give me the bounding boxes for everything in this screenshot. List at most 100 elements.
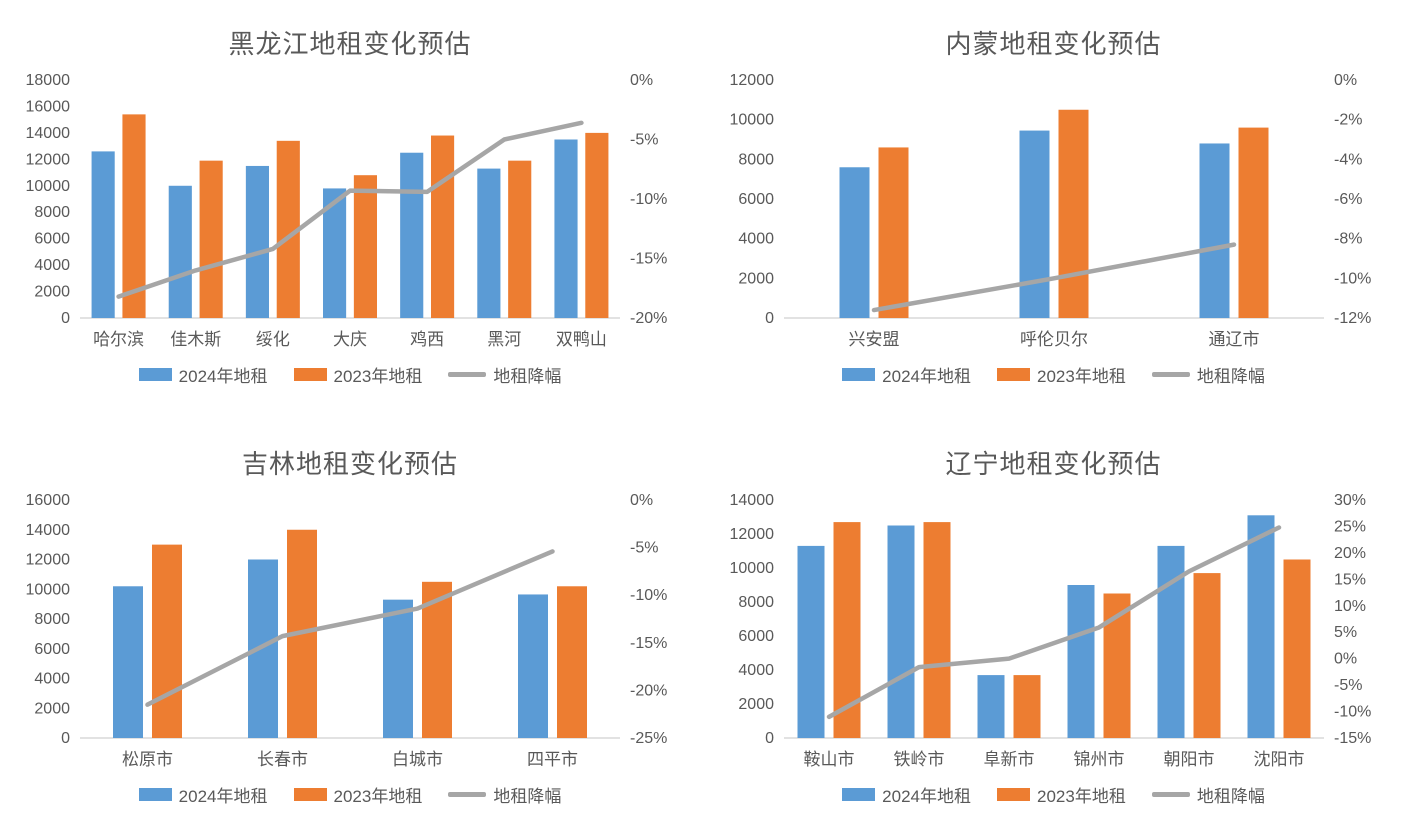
category-label: 锦州市: [1073, 750, 1124, 769]
legend-line-swatch: [448, 792, 487, 797]
bar: [887, 525, 914, 738]
legend-swatch-2023: [293, 788, 327, 801]
left-axis-tick: 8000: [34, 611, 70, 628]
left-axis-tick: 10000: [729, 560, 774, 577]
legend-swatch-2023: [997, 788, 1030, 801]
bar: [557, 586, 587, 738]
right-axis-tick: -8%: [1334, 231, 1362, 248]
left-axis-tick: 12000: [26, 552, 71, 569]
category-labels: 松原市 长春市 白城市 四平市: [122, 750, 578, 769]
legend-item-line: 地租降幅: [448, 362, 561, 387]
bar: [1247, 515, 1274, 738]
left-axis-tick: 12000: [729, 72, 774, 89]
left-axis-tick-labels: 0 2000 4000 6000 8000 10000 12000 14000: [729, 492, 774, 747]
line-series-地租降幅: [116, 120, 584, 299]
chart-panel-liaoning: 辽宁地租变化预估 0 2000 4000 6000 8000 10000 12000 1400…: [700, 420, 1407, 839]
legend-label-2024: 2024年地租: [882, 367, 971, 386]
left-axis-tick: 14000: [729, 492, 774, 509]
legend-label-line: 地租降幅: [493, 367, 562, 386]
right-axis-tick: 0%: [630, 72, 653, 89]
bar: [113, 586, 143, 738]
category-label: 长春市: [257, 750, 308, 769]
category-label: 双鸭山: [556, 330, 607, 349]
left-axis-tick: 6000: [738, 628, 774, 645]
left-axis-tick: 0: [61, 310, 70, 327]
bar: [585, 132, 609, 318]
left-axis-tick-labels: 0 2000 4000 6000 8000 10000 12000 14000 16000 180…: [26, 72, 71, 327]
legend-label-line: 地租降幅: [1196, 787, 1265, 806]
legend-line-swatch: [1151, 792, 1190, 797]
chart-title-neimeng: 内蒙地租变化预估: [945, 28, 1162, 59]
bar: [1067, 585, 1094, 738]
chart-panel-heilongjiang: 黑龙江地租变化预估 0 2000 4000 6000 8000 10000 12000 140…: [0, 0, 700, 420]
legend-line-swatch: [448, 372, 487, 377]
bar: [878, 147, 908, 318]
legend-swatch-2023: [997, 368, 1030, 381]
bar: [122, 114, 146, 318]
left-axis-tick: 2000: [34, 700, 70, 717]
category-label: 呼伦贝尔: [1020, 330, 1088, 349]
right-axis-tick: -15%: [1334, 730, 1371, 747]
bar: [554, 139, 578, 318]
left-axis-tick: 10000: [26, 178, 71, 195]
bar: [1019, 130, 1049, 318]
chart-panel-jilin: 吉林地租变化预估 0 2000 4000 6000 8000 10000 12000 1400…: [0, 420, 700, 839]
left-axis-tick: 0: [61, 730, 70, 747]
bar: [1013, 675, 1040, 738]
category-labels: 哈尔滨 佳木斯 绥化 大庆 鸡西 黑河 双鸭山: [93, 330, 607, 349]
bar: [518, 594, 548, 738]
left-axis-tick: 8000: [738, 151, 774, 168]
legend-label-line: 地租降幅: [1196, 367, 1265, 386]
chart-legend: 2024年地租 2023年地租 地租降幅: [138, 782, 561, 807]
bar-series-2024年地租: [91, 139, 578, 318]
bar: [400, 152, 424, 318]
legend-swatch-2023: [293, 368, 327, 381]
bar: [797, 545, 824, 738]
bar-series-2023年地租: [833, 522, 1310, 738]
category-label: 白城市: [392, 750, 443, 769]
bar: [383, 599, 413, 738]
legend-item-line: 地租降幅: [1151, 782, 1265, 807]
category-label: 阜新市: [983, 750, 1034, 769]
right-axis-tick: 5%: [1334, 624, 1357, 641]
right-axis-tick: -5%: [630, 132, 658, 149]
category-label: 鸡西: [410, 330, 444, 349]
bar-series-2023年地租: [122, 114, 609, 318]
category-label: 佳木斯: [170, 330, 221, 349]
legend-line-swatch: [1151, 372, 1190, 377]
left-axis-tick: 10000: [729, 112, 774, 129]
bar: [1238, 127, 1268, 318]
bar: [245, 165, 269, 318]
left-axis-tick: 2000: [738, 270, 774, 287]
category-label: 铁岭市: [893, 750, 944, 769]
left-axis-tick: 18000: [26, 72, 71, 89]
chart-panel-neimeng: 内蒙地租变化预估 0 2000 4000 6000 8000 10000 12000 -12%…: [700, 0, 1407, 420]
bar: [199, 160, 223, 318]
bar: [1199, 143, 1229, 318]
legend-label-2023: 2023年地租: [1037, 787, 1126, 806]
left-axis-tick-labels: 0 2000 4000 6000 8000 10000 12000 14000 16000: [26, 492, 71, 747]
combo-chart-liaoning: 0 2000 4000 6000 8000 10000 12000 14000 -15% -10%…: [729, 492, 1371, 769]
left-axis-tick: 0: [765, 730, 774, 747]
right-axis-tick: -2%: [1334, 112, 1362, 129]
category-label: 四平市: [527, 750, 578, 769]
legend-item-line: 地租降幅: [1151, 362, 1265, 387]
legend-label-2024: 2024年地租: [178, 787, 268, 806]
legend-label-2024: 2024年地租: [882, 787, 971, 806]
right-axis-tick: -20%: [630, 682, 667, 699]
category-labels: 兴安盟 呼伦贝尔 通辽市: [848, 330, 1259, 349]
right-axis-tick: 0%: [1334, 651, 1357, 668]
left-axis-tick: 16000: [26, 492, 71, 509]
right-axis-tick: -10%: [630, 587, 667, 604]
bar: [977, 675, 1004, 738]
legend-item-2023: 2023年地租: [997, 362, 1126, 387]
right-axis-tick: -6%: [1334, 191, 1362, 208]
bar: [839, 167, 869, 318]
right-axis-tick: -10%: [630, 191, 667, 208]
bar: [923, 522, 950, 738]
category-label: 鞍山市: [803, 750, 854, 769]
left-axis-tick-labels: 0 2000 4000 6000 8000 10000 12000: [729, 72, 774, 327]
category-label: 朝阳市: [1163, 750, 1214, 769]
right-axis-tick: 25%: [1334, 518, 1366, 535]
